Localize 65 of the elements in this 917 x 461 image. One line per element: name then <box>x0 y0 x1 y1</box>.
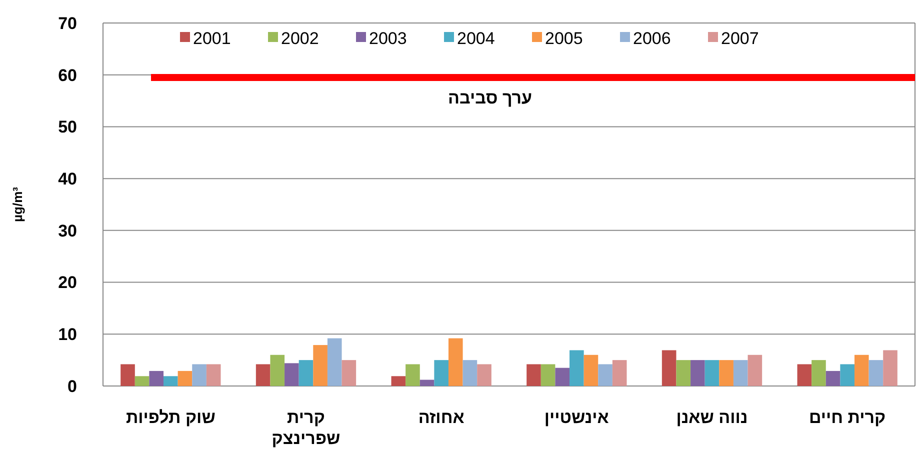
bar <box>164 376 178 386</box>
bar <box>342 360 356 386</box>
bar <box>748 354 762 386</box>
legend-label: 2006 <box>633 28 671 48</box>
y-tick-label: 0 <box>68 376 77 396</box>
bar <box>298 360 314 386</box>
bar <box>327 338 342 386</box>
bar <box>149 370 164 386</box>
bar <box>733 360 748 386</box>
bar <box>812 360 826 386</box>
y-tick-label: 70 <box>58 14 77 33</box>
bar <box>192 364 206 386</box>
y-tick-label: 20 <box>58 273 77 292</box>
bar <box>797 364 812 386</box>
bar <box>584 354 598 386</box>
bar <box>462 360 478 386</box>
x-tick-label: קרית חיים <box>808 408 886 427</box>
bar <box>391 376 406 386</box>
bar <box>406 364 420 386</box>
bar <box>662 350 676 386</box>
bar <box>313 345 328 386</box>
bar <box>448 338 463 386</box>
bar <box>883 350 898 386</box>
bar <box>612 360 627 386</box>
y-tick-label: 30 <box>58 221 77 240</box>
legend-label: 2003 <box>369 28 407 48</box>
bar <box>854 354 869 386</box>
y-tick-label: 40 <box>58 170 77 189</box>
ref-line-label: ערך סביבה <box>448 88 532 108</box>
y-tick-label: 50 <box>58 118 77 137</box>
legend-label: 2005 <box>545 28 583 48</box>
legend-label: 2001 <box>193 28 231 48</box>
x-tick-label: אינשטיין <box>544 408 610 427</box>
legend-label: 2002 <box>281 28 319 48</box>
y-tick-label: 60 <box>58 66 77 85</box>
bar <box>840 364 854 386</box>
bar <box>134 376 150 386</box>
y-tick-label: 10 <box>58 325 77 344</box>
bar <box>719 360 734 386</box>
y-axis-title: µg/m³ <box>10 186 25 222</box>
bar <box>420 380 434 386</box>
bar <box>270 354 285 386</box>
bar <box>704 360 720 386</box>
bar <box>206 364 221 386</box>
x-tick-label: נווה שאנן <box>676 408 748 427</box>
bar <box>676 360 691 386</box>
bar <box>526 364 541 386</box>
bar <box>826 370 840 386</box>
x-tick-label: אחוזה <box>418 408 465 427</box>
bar <box>555 368 570 386</box>
bar <box>690 360 705 386</box>
bar <box>540 364 556 386</box>
x-tick-label: קרית שפרינצק <box>272 408 341 448</box>
bar <box>256 364 270 386</box>
bar <box>120 364 135 386</box>
bar <box>284 363 299 386</box>
bar <box>868 360 884 386</box>
bar <box>434 360 448 386</box>
bar <box>477 364 492 386</box>
legend-label: 2004 <box>457 28 495 48</box>
bar <box>570 350 584 386</box>
bar <box>598 364 612 386</box>
x-tick-label: שוק תלפיות <box>126 408 216 427</box>
legend-label: 2007 <box>721 28 759 48</box>
bar <box>178 370 192 386</box>
